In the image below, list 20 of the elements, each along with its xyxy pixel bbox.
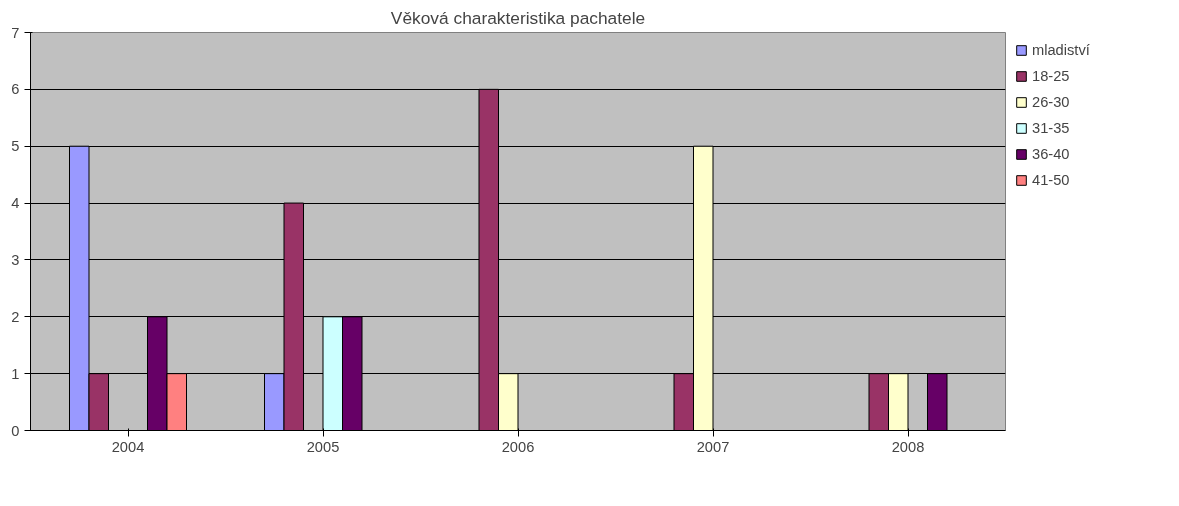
legend-label: 36-40 — [1032, 146, 1071, 162]
y-tick-label: 5 — [11, 138, 20, 155]
y-tick-label: 0 — [11, 422, 20, 439]
legend-label: 26-30 — [1032, 94, 1071, 110]
y-tick-label: 7 — [11, 24, 20, 41]
y-tick-label: 4 — [11, 195, 20, 212]
x-tick-label: 2006 — [501, 438, 535, 455]
y-tick-label: 2 — [11, 308, 20, 325]
legend-label: 41-50 — [1032, 172, 1071, 188]
x-tick-label: 2008 — [891, 438, 925, 455]
x-tick-label: 2005 — [306, 438, 340, 455]
y-tick-label: 6 — [11, 81, 20, 98]
y-tick-label: 1 — [11, 365, 20, 382]
x-tick-label: 2004 — [111, 438, 145, 455]
legend-label: 18-25 — [1032, 68, 1071, 84]
legend-label: 31-35 — [1032, 120, 1071, 136]
legend-label: mladiství — [1032, 42, 1091, 58]
x-tick-label: 2007 — [696, 438, 730, 455]
y-tick-label: 3 — [11, 251, 20, 268]
chart-title: Věková charakteristika pachatele — [390, 7, 646, 28]
